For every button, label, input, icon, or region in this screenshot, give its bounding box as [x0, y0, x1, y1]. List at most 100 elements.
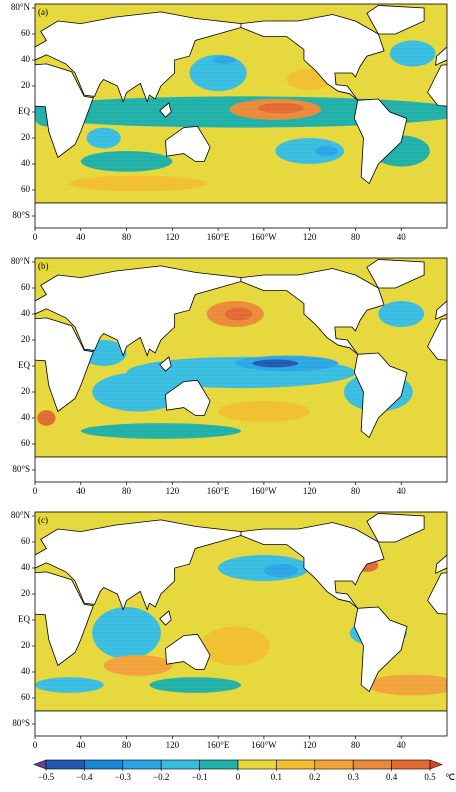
colorbar-segment — [352, 759, 392, 770]
anomaly-region — [35, 677, 104, 693]
lon-label: 80 — [351, 740, 361, 750]
anomaly-region — [69, 175, 207, 192]
panel-label: (c) — [38, 515, 48, 525]
land — [165, 633, 211, 670]
lat-label: 80°S — [12, 210, 30, 220]
lat-label: EQ — [18, 360, 30, 370]
land — [159, 356, 172, 372]
lat-label: 20 — [21, 334, 31, 344]
lon-label: 120 — [303, 740, 317, 750]
land — [240, 14, 385, 101]
lat-label: 20 — [21, 132, 31, 142]
lat-label: 80°S — [12, 718, 30, 728]
colorbar-unit: ℃ — [445, 772, 455, 782]
anomaly-region — [275, 138, 344, 164]
colorbar-label: −0.1 — [191, 772, 207, 782]
lon-label: 0 — [33, 232, 38, 242]
anomaly-region — [92, 372, 184, 412]
land — [35, 456, 447, 482]
lon-label: 40 — [76, 232, 86, 242]
panel-label: (a) — [38, 7, 48, 17]
lat-label: 40 — [21, 562, 31, 572]
lat-label: 60 — [21, 438, 31, 448]
colorbar-segment — [160, 759, 200, 770]
lat-label: 40 — [21, 54, 31, 64]
panel-frame — [34, 3, 448, 229]
lat-label: 40 — [21, 666, 31, 676]
lon-label: 80 — [351, 486, 361, 496]
lon-label: 40 — [397, 232, 407, 242]
lon-label: 0 — [33, 740, 38, 750]
land — [366, 4, 425, 35]
lon-label: 40 — [76, 486, 86, 496]
colorbar-segment — [391, 759, 431, 770]
lon-label: 80 — [122, 232, 132, 242]
anomaly-region — [315, 145, 339, 157]
lon-label: 40 — [397, 486, 407, 496]
lon-label: 120 — [303, 486, 317, 496]
colorbar-end — [33, 759, 47, 770]
land — [165, 379, 211, 416]
lat-label: 60 — [21, 184, 31, 194]
lon-label: 80 — [122, 740, 132, 750]
lat-label: 20 — [21, 386, 31, 396]
anomaly-region — [37, 410, 56, 426]
colorbar-segment — [122, 759, 162, 770]
panel-frame — [34, 257, 448, 483]
colorbar-label: −0.5 — [38, 772, 55, 782]
lon-label: 120 — [166, 232, 180, 242]
lon-label: 0 — [33, 486, 38, 496]
anomaly-region — [224, 307, 253, 321]
anomaly-region — [103, 655, 173, 676]
lat-label: 20 — [21, 640, 31, 650]
anomaly-region — [252, 359, 299, 368]
colorbar-label: −0.2 — [153, 772, 169, 782]
lat-label: 40 — [21, 158, 31, 168]
land — [353, 606, 408, 693]
colorbar-segment — [84, 759, 124, 770]
land — [35, 11, 242, 103]
land — [159, 102, 172, 118]
colorbar-segment — [45, 759, 85, 770]
anomaly-region — [378, 301, 425, 327]
colorbar-segment — [314, 759, 354, 770]
anomaly-region — [389, 40, 436, 67]
land — [427, 64, 447, 107]
colorbar-label: 0.4 — [386, 772, 398, 782]
lon-label: 120 — [166, 486, 180, 496]
land — [353, 352, 408, 439]
lat-label: 60 — [21, 28, 31, 38]
land — [435, 300, 447, 320]
anomaly-region — [92, 607, 161, 659]
land — [159, 610, 172, 626]
land — [353, 98, 408, 185]
lon-label: 40 — [397, 740, 407, 750]
lon-label: 160°W — [251, 232, 277, 242]
anomaly-region — [212, 56, 236, 64]
lon-label: 120 — [303, 232, 317, 242]
lat-label: 20 — [21, 80, 31, 90]
land — [35, 710, 447, 736]
lat-label: 80°S — [12, 464, 30, 474]
lat-label: 40 — [21, 412, 31, 422]
land — [435, 46, 447, 66]
lat-label: 60 — [21, 536, 31, 546]
colorbar-segment — [199, 759, 239, 770]
land — [427, 572, 447, 615]
anomaly-region — [86, 127, 121, 149]
lat-label: 80°N — [11, 256, 31, 266]
map-panel — [35, 512, 447, 736]
panel-label: (b) — [38, 261, 49, 271]
lon-label: 120 — [166, 740, 180, 750]
anomaly-region — [189, 54, 247, 92]
lat-label: 80°N — [11, 2, 31, 12]
colorbar-label: −0.3 — [115, 772, 132, 782]
land — [35, 265, 242, 357]
map-panel — [35, 258, 447, 482]
colorbar-label: 0.5 — [424, 772, 436, 782]
lon-label: 160°E — [207, 486, 230, 496]
lat-label: 40 — [21, 308, 31, 318]
lon-label: 40 — [76, 740, 86, 750]
lat-label: 80°N — [11, 510, 31, 520]
